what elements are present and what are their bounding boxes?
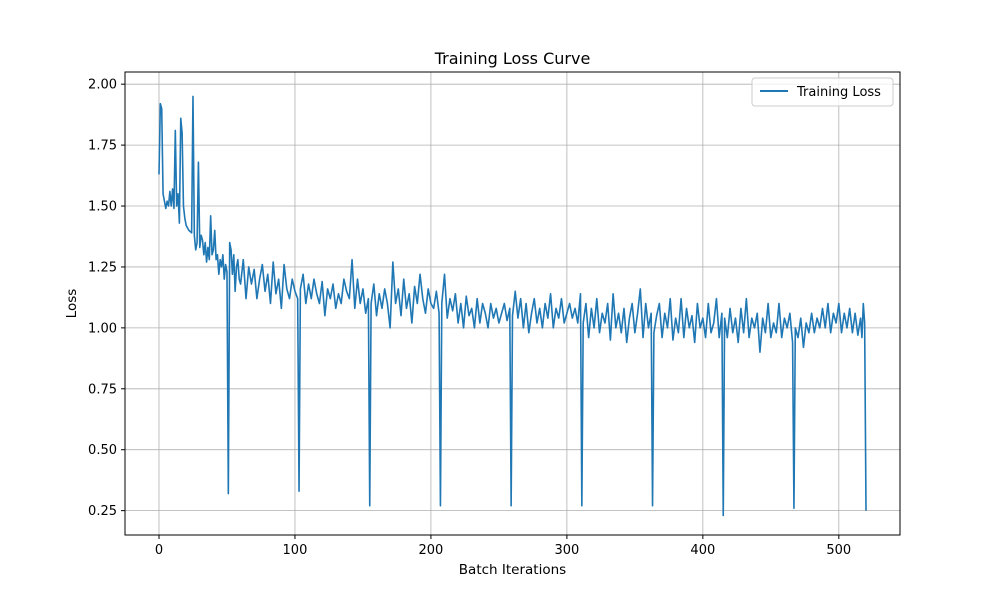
series-line-training-loss (158, 95, 867, 517)
x-tick-label: 400 (690, 543, 715, 558)
plot-frame (124, 71, 901, 536)
y-tick-label: 1.75 (88, 139, 117, 154)
x-tick-label: 0 (155, 543, 163, 558)
x-tick-label: 200 (419, 543, 444, 558)
x-tick-label: 500 (826, 543, 851, 558)
y-axis-label: Loss (64, 289, 80, 319)
y-tick-label: 0.50 (88, 443, 117, 458)
legend: Training Loss (751, 77, 894, 107)
x-tick-label: 300 (554, 543, 579, 558)
y-tick-label: 0.25 (88, 504, 117, 519)
y-tick-label: 1.00 (88, 321, 117, 336)
legend-box (751, 77, 894, 107)
y-axis-ticks: 0.25 0.50 0.75 1.00 1.25 1.50 1.75 2.00 (88, 78, 125, 519)
y-tick-label: 0.75 (88, 382, 117, 397)
x-tick-label: 100 (283, 543, 308, 558)
x-axis-label: Batch Iterations (459, 562, 566, 578)
chart-title: Training Loss Curve (434, 49, 591, 68)
y-tick-label: 1.50 (88, 200, 117, 215)
x-axis-ticks: 0 100 200 300 400 500 (155, 535, 851, 558)
y-tick-label: 2.00 (88, 78, 117, 93)
series-layer (158, 95, 867, 517)
y-tick-label: 1.25 (88, 260, 117, 275)
legend-entry-training-loss: Training Loss (796, 85, 881, 100)
